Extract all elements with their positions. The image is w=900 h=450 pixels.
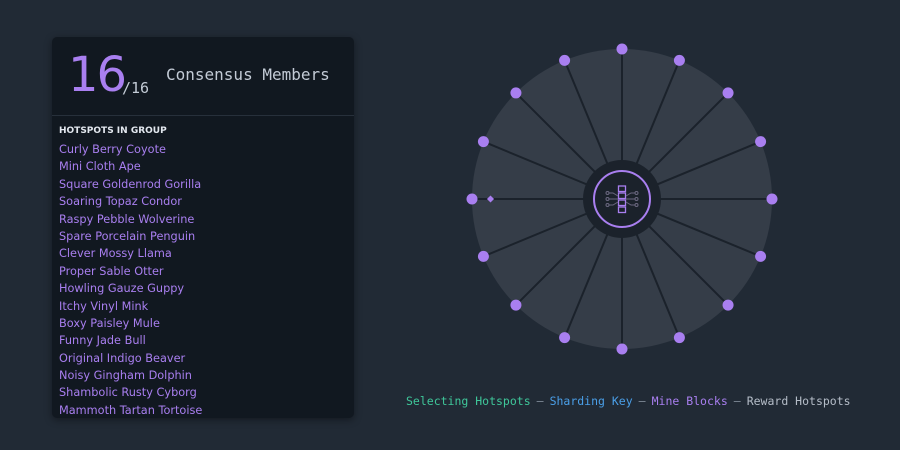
hotspot-node	[466, 193, 478, 205]
panel-header: 16 /16 Consensus Members	[52, 37, 354, 116]
hotspot-item[interactable]: Clever Mossy Llama	[59, 247, 172, 261]
consensus-panel: 16 /16 Consensus Members HOTSPOTS IN GRO…	[52, 37, 354, 418]
hotspot-item[interactable]: Raspy Pebble Wolverine	[59, 212, 195, 226]
hotspot-node	[722, 87, 734, 99]
hotspot-list: Curly Berry Coyote Mini Cloth Ape Square G…	[59, 141, 202, 418]
hotspot-node	[616, 343, 628, 355]
hotspot-node	[673, 54, 685, 66]
legend-separator: —	[733, 394, 741, 408]
panel-title: Consensus Members	[166, 65, 330, 84]
hotspot-item[interactable]: Curly Berry Coyote	[59, 143, 166, 156]
process-legend: Selecting Hotspots — Sharding Key — Mine Blo…	[406, 394, 851, 408]
legend-step: Reward Hotspots	[746, 394, 851, 408]
chip-icon	[605, 185, 639, 214]
hotspot-node	[559, 332, 571, 344]
hotspot-node	[755, 250, 767, 262]
hotspot-node	[510, 299, 522, 311]
hotspot-node	[477, 250, 489, 262]
legend-step: Sharding Key	[549, 394, 633, 408]
hotspot-item[interactable]: Shambolic Rusty Cyborg	[59, 386, 197, 400]
hotspot-node	[510, 87, 522, 99]
hotspot-item[interactable]: Spare Porcelain Penguin	[59, 229, 196, 243]
hotspot-node	[766, 193, 778, 205]
hotspot-item[interactable]: Mini Cloth Ape	[59, 160, 141, 174]
legend-separator: —	[536, 394, 544, 408]
hotspot-item[interactable]: Square Goldenrod Gorilla	[59, 177, 202, 191]
hotspot-item[interactable]: Mammoth Tartan Tortoise	[59, 403, 203, 417]
member-total: /16	[122, 79, 150, 97]
hotspot-item[interactable]: Soaring Topaz Condor	[59, 195, 182, 209]
legend-step: Mine Blocks	[651, 394, 728, 408]
hotspot-item[interactable]: Proper Sable Otter	[59, 264, 164, 278]
hotspot-node	[673, 332, 685, 344]
hotspot-node	[755, 136, 767, 148]
hotspot-item[interactable]: Boxy Paisley Mule	[59, 316, 160, 330]
hotspot-node	[722, 299, 734, 311]
legend-separator: —	[638, 394, 646, 408]
hotspot-item[interactable]: Itchy Vinyl Mink	[59, 299, 149, 313]
packet-marker	[486, 195, 495, 203]
hotspot-item[interactable]: Original Indigo Beaver	[59, 351, 186, 365]
hub-ring	[593, 170, 651, 228]
hotspot-item[interactable]: Noisy Gingham Dolphin	[59, 369, 192, 383]
member-count: 16	[68, 47, 127, 103]
list-heading: HOTSPOTS IN GROUP	[59, 126, 167, 136]
hotspot-item[interactable]: Funny Jade Bull	[59, 334, 146, 348]
hotspot-node	[559, 54, 571, 66]
hotspot-node	[477, 136, 489, 148]
hotspot-item[interactable]: Howling Gauze Guppy	[59, 282, 185, 296]
legend-step: Selecting Hotspots	[406, 394, 531, 408]
hotspot-node	[616, 43, 628, 55]
